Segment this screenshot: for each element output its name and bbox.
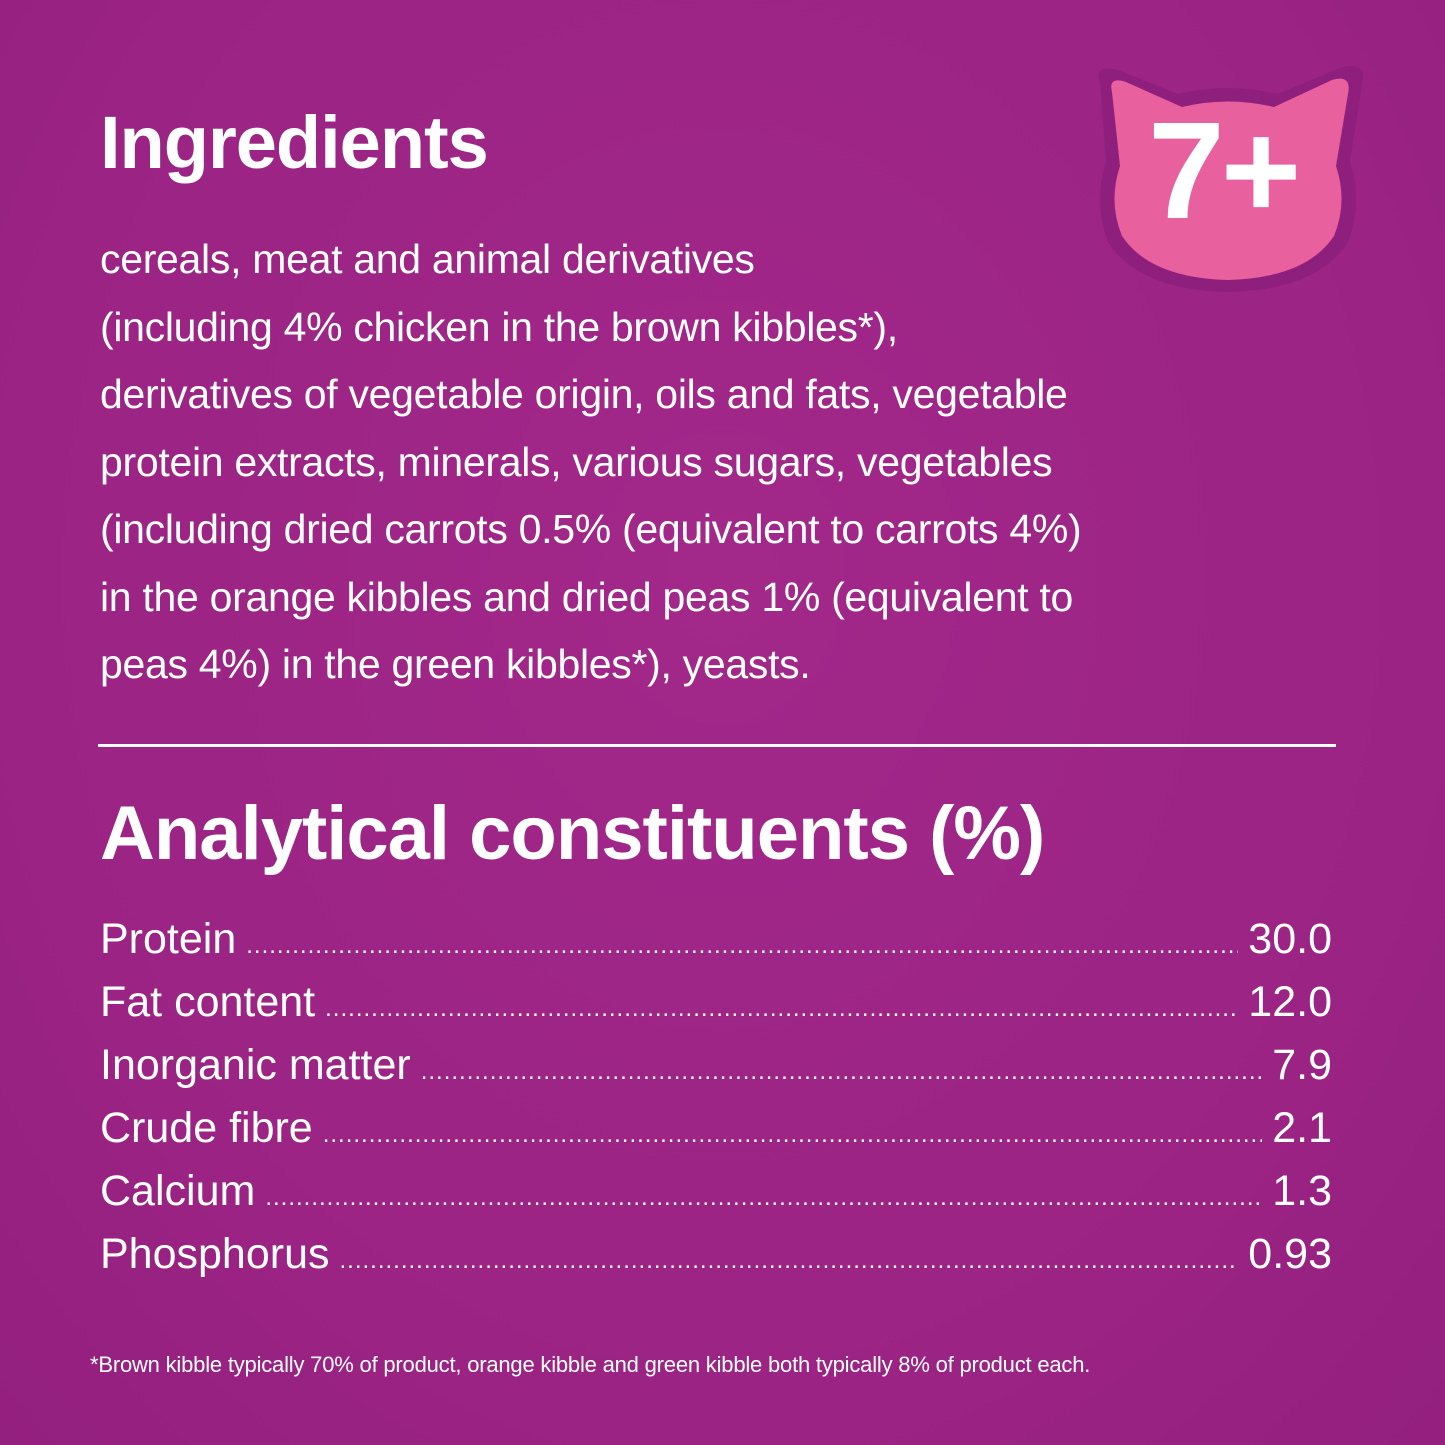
dot-leader <box>325 995 1238 1023</box>
constituents-table: Protein 30.0 Fat content 12.0 Inorganic ma… <box>100 915 1332 1293</box>
ingredients-line: cereals, meat and animal derivatives <box>100 236 755 282</box>
age-badge-text: 7+ <box>1148 94 1301 248</box>
constituent-row: Protein 30.0 <box>100 915 1332 978</box>
constituent-value: 7.9 <box>1272 1041 1332 1089</box>
dot-leader <box>421 1058 1263 1086</box>
ingredients-line: protein extracts, minerals, various suga… <box>100 438 1053 485</box>
constituent-label: Calcium <box>100 1167 256 1215</box>
constituent-row: Phosphorus 0.93 <box>100 1230 1332 1293</box>
constituent-value: 1.3 <box>1272 1167 1332 1215</box>
dot-leader <box>340 1247 1239 1275</box>
constituent-row: Inorganic matter 7.9 <box>100 1041 1332 1104</box>
ingredients-line: (including 4% chicken in the brown kibbl… <box>100 303 898 350</box>
ingredients-line: (including dried carrots 0.5% (equivalen… <box>100 506 1082 552</box>
constituent-label: Crude fibre <box>100 1104 313 1152</box>
constituent-row: Fat content 12.0 <box>100 978 1332 1041</box>
constituent-value: 0.93 <box>1248 1230 1332 1278</box>
dot-leader <box>246 932 1238 960</box>
constituent-label: Inorganic matter <box>100 1041 411 1089</box>
constituent-label: Phosphorus <box>100 1230 330 1278</box>
ingredients-line: in the orange kibbles and dried peas 1% … <box>100 573 1074 620</box>
constituent-row: Calcium 1.3 <box>100 1167 1332 1230</box>
cat-head-icon <box>1098 66 1364 292</box>
analytical-heading: Analytical constituents (%) <box>100 791 1045 876</box>
constituent-label: Fat content <box>100 978 316 1026</box>
constituent-row: Crude fibre 2.1 <box>100 1104 1332 1167</box>
ingredients-text: cereals, meat and animal derivatives (in… <box>100 226 1082 699</box>
ingredients-line: peas 4%) in the green kibbles*), yeasts. <box>100 641 811 687</box>
ingredients-line: derivatives of vegetable origin, oils an… <box>100 371 1068 417</box>
constituent-value: 12.0 <box>1248 978 1332 1026</box>
dot-leader <box>265 1184 1262 1212</box>
constituent-value: 2.1 <box>1272 1104 1332 1152</box>
constituent-value: 30.0 <box>1248 915 1332 963</box>
constituent-label: Protein <box>100 915 237 963</box>
footnote: *Brown kibble typically 70% of product, … <box>90 1352 1091 1377</box>
ingredients-heading: Ingredients <box>100 101 489 184</box>
dot-leader <box>323 1121 1263 1149</box>
section-divider <box>98 744 1336 747</box>
